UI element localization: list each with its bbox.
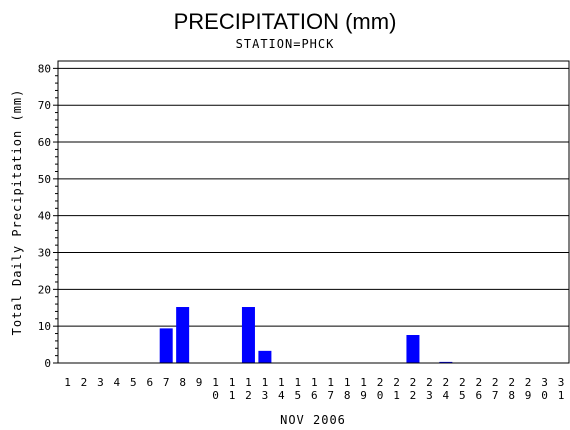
x-axis: 1 2 3 4 5 6 7 8 9 1 01 11 21 31 41 51 61 71 81 92 02 12 22 32 42… xyxy=(64,376,564,402)
y-tick-label: 20 xyxy=(38,283,51,296)
x-tick-label: 8 xyxy=(179,376,186,389)
bar xyxy=(241,307,255,363)
y-tick-label: 70 xyxy=(38,99,51,112)
x-tick-label: 2 xyxy=(81,376,88,389)
x-tick-label: 5 xyxy=(130,376,137,389)
y-axis-label: Total Daily Precipitation (mm) xyxy=(10,89,24,336)
y-tick-label: 60 xyxy=(38,136,51,149)
y-tick-label: 30 xyxy=(38,247,51,260)
x-tick-label: 6 xyxy=(146,376,153,389)
y-tick-label: 40 xyxy=(38,210,51,223)
grid-lines xyxy=(58,67,569,327)
x-tick-label: 4 xyxy=(114,376,121,389)
bar xyxy=(176,307,190,363)
bar xyxy=(439,361,453,363)
bars xyxy=(159,307,453,363)
chart-title: PRECIPITATION (mm) xyxy=(174,9,397,34)
bar xyxy=(406,335,420,363)
y-tick-label: 10 xyxy=(38,320,51,333)
y-tick-label: 80 xyxy=(38,62,51,75)
x-tick-label: 1 xyxy=(64,376,71,389)
chart-subtitle: STATION=PHCK xyxy=(236,37,335,51)
x-tick-label: 9 xyxy=(196,376,203,389)
x-tick-label: 7 xyxy=(163,376,170,389)
x-axis-label: NOV 2006 xyxy=(280,413,346,427)
y-tick-label: 0 xyxy=(44,357,51,370)
plot-frame xyxy=(57,60,570,364)
x-tick-label: 3 xyxy=(97,376,104,389)
bar xyxy=(159,328,173,363)
bar xyxy=(258,350,272,363)
y-tick-label: 50 xyxy=(38,173,51,186)
y-axis: 0 10 20 30 40 50 60 70 80 xyxy=(38,62,58,370)
